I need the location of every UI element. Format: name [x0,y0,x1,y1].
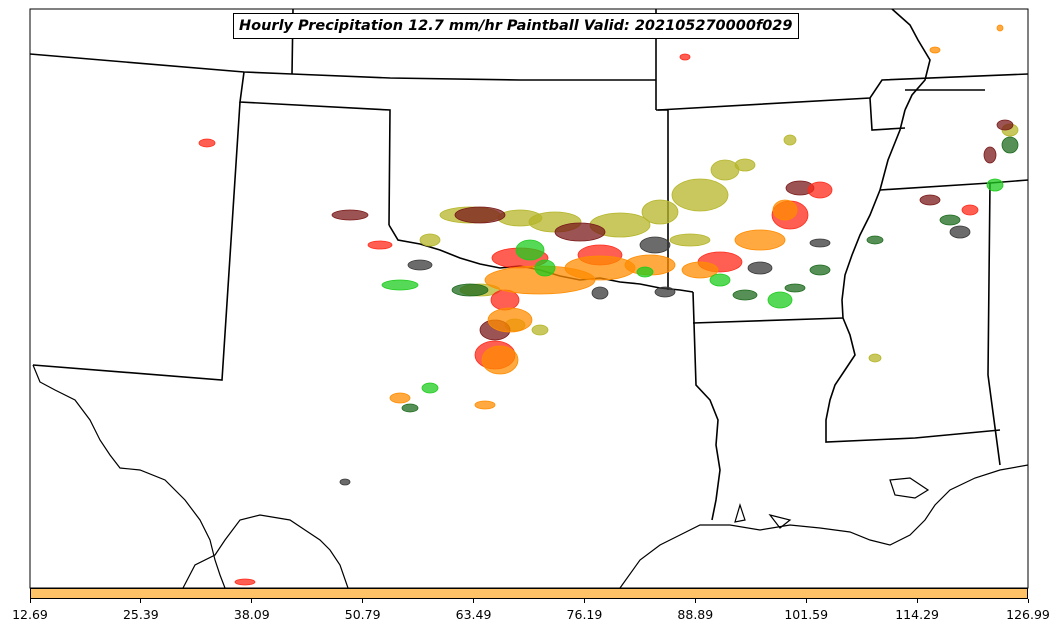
precip-blob-red [807,181,833,199]
precip-blob-gray [591,286,609,300]
precip-blob-dark-green [866,235,884,245]
colorbar-tick-mark [694,599,696,603]
precip-blob-olive [783,134,797,146]
precip-blob-green [767,291,793,309]
colorbar-tick-label: 101.59 [784,607,829,622]
precip-blob-dark-green [401,403,419,413]
colorbar-tick-label: 126.99 [1006,607,1050,622]
precip-blob-dark-green [809,264,831,276]
colorbar-tick-label: 114.29 [895,607,939,622]
precip-blob-red [367,240,393,250]
colorbar [30,588,1028,599]
precip-blob-green [709,273,731,287]
colorbar-tick-mark [140,599,142,603]
colorbar-tick-mark [583,599,585,603]
colorbar-tick-label: 12.69 [12,607,48,622]
map-title: Hourly Precipitation 12.7 mm/hr Paintbal… [233,13,799,39]
precip-blob-gray [747,261,773,275]
precip-blob-red [679,53,691,61]
map-area [30,9,1028,588]
precip-blob-dark-red [983,146,997,164]
precip-blob-gray [639,236,671,254]
precip-blob-gray [809,238,831,248]
precip-blob-olive [868,353,882,363]
precip-blob-green [515,239,545,261]
precip-blob-orange [474,400,496,410]
precip-blob-orange [681,261,719,279]
colorbar-tick-mark [473,599,475,603]
precip-blob-olive [419,233,441,247]
precip-blob-green [381,279,419,291]
colorbar-tick-label: 76.19 [566,607,603,622]
precip-blob-olive [531,324,549,336]
precip-blob-green [986,178,1004,192]
precip-blob-dark-green [1001,136,1019,154]
precip-blob-olive [734,158,756,172]
precip-blob-red [234,578,256,586]
precip-blob-olive [671,178,729,212]
precip-blob-gray [339,478,351,486]
coastlines [32,364,1029,589]
colorbar-tick-mark [805,599,807,603]
precip-blob-orange [389,392,411,404]
colorbar-tick-mark [1027,599,1029,603]
precip-blob-dark-green [732,289,758,301]
colorbar-tick-mark [251,599,253,603]
colorbar-tick-label: 50.79 [344,607,381,622]
precip-blob-red [961,204,979,216]
precip-blob-orange [487,307,533,333]
precip-blob-olive [641,199,679,225]
precip-blob-orange [734,229,786,251]
precip-blob-gray [407,259,433,271]
precip-blob-orange [481,345,519,375]
colorbar-tick-label: 25.39 [122,607,159,622]
precip-blob-orange [564,255,636,281]
precip-blob-olive [710,159,740,181]
precip-blob-green [534,259,556,277]
colorbar-tick-label: 38.09 [233,607,270,622]
precip-blob-orange [929,46,941,54]
precip-blob-dark-green [784,283,806,293]
colorbar-tick-label: 88.89 [677,607,714,622]
colorbar-tick-mark [916,599,918,603]
precip-blob-dark-red [919,194,941,206]
precip-blob-dark-green [939,214,961,226]
precip-blob-green [636,266,654,278]
precip-blob-dark-red [996,119,1014,131]
precip-blob-red [198,138,216,148]
precip-blob-orange [996,24,1004,32]
precip-blob-dark-red [554,222,606,242]
precip-blob-gray [949,225,971,239]
precip-blob-olive [669,233,711,247]
colorbar-tick-mark [362,599,364,603]
precip-blob-red [490,289,520,311]
colorbar-tick-mark [29,599,31,603]
precipitation-blobs [198,24,1019,586]
colorbar-tick-label: 63.49 [455,607,492,622]
precip-blob-orange [772,199,798,221]
precip-blob-green [421,382,439,394]
precip-blob-gray [654,286,676,298]
state-boundaries [29,8,1029,521]
precip-blob-dark-red [331,209,369,221]
precip-blob-dark-red [454,206,506,224]
precip-blob-dark-green [451,283,489,297]
